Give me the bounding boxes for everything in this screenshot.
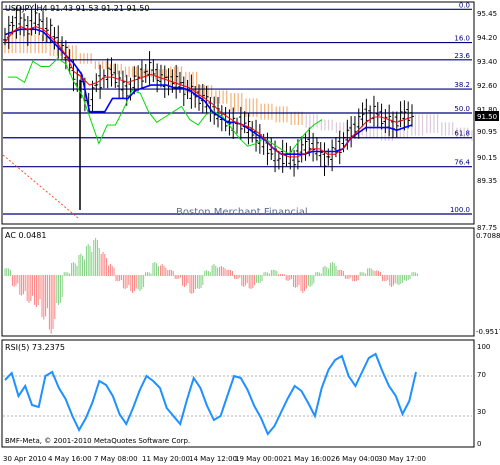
rsi-level-label: 0 bbox=[477, 440, 481, 448]
x-tick-label: 26 May 04:00 bbox=[331, 455, 379, 463]
main-pane-frame bbox=[1, 1, 475, 225]
fib-level-label: 61.8 bbox=[454, 130, 470, 138]
x-tick-label: 4 May 16:00 bbox=[48, 455, 92, 463]
x-tick-label: 30 May 17:00 bbox=[378, 455, 426, 463]
x-tick-label: 19 May 00:00 bbox=[235, 455, 283, 463]
y-tick-label: 91.80 bbox=[477, 106, 497, 114]
ac-min-label: -0.9517 bbox=[476, 328, 500, 336]
fib-level-label: 23.6 bbox=[454, 52, 470, 60]
y-tick-label: 92.60 bbox=[477, 82, 497, 90]
fib-level-label: 16.0 bbox=[454, 35, 470, 43]
y-tick-label: 89.35 bbox=[477, 177, 497, 185]
rsi-pane-frame bbox=[1, 339, 475, 448]
fib-level-label: 100.0 bbox=[450, 206, 470, 214]
ac-pane-frame bbox=[1, 227, 475, 337]
x-tick-label: 7 May 08:00 bbox=[94, 455, 138, 463]
main-y-axis: 95.45 94.20 93.40 92.60 91.80 90.95 90.1… bbox=[477, 10, 497, 232]
rsi-header: RSI(5) 73.2375 bbox=[5, 343, 65, 352]
y-tick-label: 87.75 bbox=[477, 224, 497, 232]
rsi-line bbox=[4, 352, 417, 436]
x-tick-label: 21 May 16:00 bbox=[283, 455, 331, 463]
ac-histogram bbox=[4, 237, 418, 334]
fib-level-label: 0.0 bbox=[459, 1, 470, 9]
fib-level-label: 76.4 bbox=[454, 159, 470, 167]
fibonacci-levels: 0.0 16.0 23.6 38.2 50.0 61.8 76.4 100.0 bbox=[3, 1, 472, 215]
tenkan-sen-line bbox=[4, 26, 413, 158]
trend-line bbox=[2, 154, 79, 219]
x-tick-label: 11 May 20:00 bbox=[142, 455, 190, 463]
y-tick-label: 93.40 bbox=[477, 58, 497, 66]
ichimoku-lines bbox=[4, 26, 413, 158]
current-price-label: 91.50 bbox=[477, 113, 497, 121]
ac-max-label: 0.7088 bbox=[476, 232, 500, 240]
watermark: Boston Merchant Financial bbox=[176, 207, 308, 218]
rsi-level-label: 70 bbox=[477, 371, 486, 379]
copyright-text: BMF-Meta, © 2001-2010 MetaQuotes Softwar… bbox=[5, 437, 190, 445]
fib-level-label: 38.2 bbox=[454, 81, 470, 89]
y-tick-label: 90.95 bbox=[477, 128, 497, 136]
x-axis: 30 Apr 2010 4 May 16:00 7 May 08:00 11 M… bbox=[3, 455, 426, 463]
x-tick-label: 30 Apr 2010 bbox=[3, 455, 46, 463]
ac-header: AC 0.0481 bbox=[5, 231, 46, 240]
y-tick-label: 94.20 bbox=[477, 34, 497, 42]
trend-lines bbox=[2, 154, 79, 219]
rsi-level-label: 100 bbox=[477, 343, 490, 351]
y-tick-label: 90.15 bbox=[477, 154, 497, 162]
chikou-span-line bbox=[8, 57, 323, 155]
y-tick-label: 95.45 bbox=[477, 10, 497, 18]
current-price-marker bbox=[475, 111, 499, 121]
fib-level-label: 50.0 bbox=[454, 105, 470, 113]
x-tick-label: 14 May 12:00 bbox=[189, 455, 237, 463]
rsi-level-label: 30 bbox=[477, 408, 486, 416]
rsi-line-group bbox=[3, 352, 472, 436]
main-header: USDJPY,H4 91.43 91.53 91.21 91.50 bbox=[5, 4, 149, 13]
